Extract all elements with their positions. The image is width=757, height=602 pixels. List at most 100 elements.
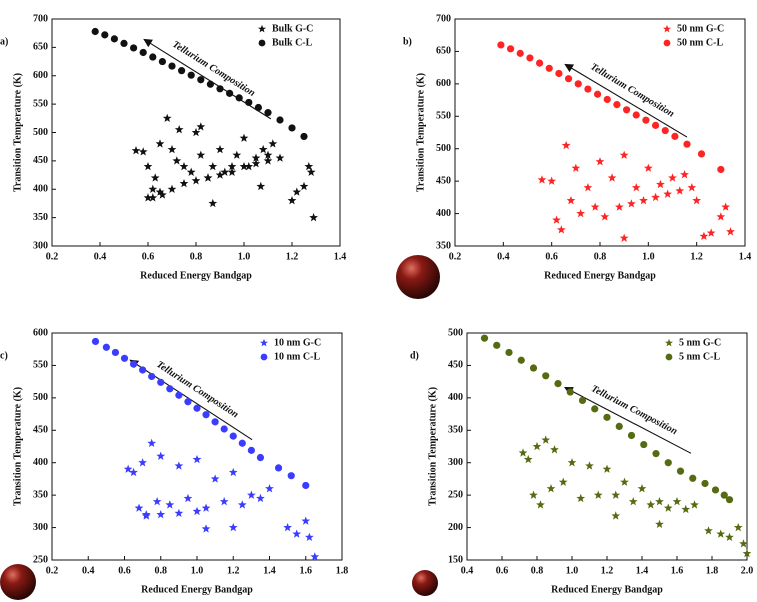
legend-symbol [665, 353, 673, 361]
legend-label: 10 nm C-L [274, 351, 320, 362]
star-point [167, 144, 177, 154]
circle-point [545, 64, 553, 72]
star-point [646, 500, 656, 509]
circle-point [676, 467, 685, 475]
circle-point [149, 53, 157, 61]
x-tick-label: 1.0 [642, 251, 655, 262]
star-point [725, 532, 734, 542]
y-tick-label: 450 [33, 425, 48, 436]
star-point [123, 464, 133, 473]
star-point [174, 508, 184, 518]
star-point [620, 477, 629, 486]
annotation: Tellurium Composition [588, 61, 676, 120]
circle-point [193, 404, 201, 412]
star-point [186, 167, 196, 176]
circle-point [226, 89, 234, 97]
circle-point [689, 474, 697, 482]
circle-point [211, 418, 219, 426]
x-axis-label: Reduced Energy Bandgap [141, 584, 253, 595]
y-axis-label: Transition Temperature (K) [12, 387, 23, 506]
star-point [537, 175, 547, 184]
x-tick-label: 1.6 [300, 565, 313, 576]
star-point [721, 202, 731, 211]
star-point [576, 208, 586, 218]
star-point [143, 161, 153, 171]
star-point [518, 448, 528, 457]
y-tick-label: 300 [33, 522, 48, 533]
star-point [690, 500, 699, 509]
y-tick-label: 550 [436, 111, 451, 122]
circle-point [529, 364, 538, 372]
star-point [228, 522, 238, 532]
circle-point [184, 398, 192, 406]
legend-label: 50 nm C-L [677, 37, 723, 48]
star-point [310, 552, 320, 561]
circle-point [683, 140, 691, 148]
star-point [196, 150, 206, 159]
plot-frame [454, 18, 746, 247]
legend-symbol [258, 39, 266, 47]
y-tick-label: 650 [436, 46, 451, 57]
x-tick-label: 0.4 [461, 565, 474, 576]
annotation-arrow [564, 63, 688, 138]
star-point [552, 215, 561, 224]
star-point [675, 186, 685, 195]
star-point [138, 458, 147, 467]
star-point [546, 484, 556, 493]
panel-label: a) [0, 36, 8, 47]
circle-point [91, 337, 100, 346]
circle-point [642, 116, 650, 124]
star-point [292, 187, 302, 196]
star-point [602, 464, 612, 473]
legend-symbol [260, 338, 268, 347]
y-tick-label: 450 [436, 175, 451, 186]
star-point [716, 212, 726, 221]
annotation-arrow [129, 359, 253, 441]
x-tick-label: 1.8 [336, 565, 349, 576]
star-point [583, 183, 593, 192]
legend-label: 50 nm G-C [677, 23, 724, 34]
star-point [742, 548, 752, 558]
star-point [147, 438, 157, 447]
star-point [566, 196, 576, 205]
circle-point [235, 94, 243, 102]
plot-frame [51, 332, 343, 561]
panel-label: b) [403, 36, 412, 47]
circle-point [697, 150, 706, 158]
star-point [733, 522, 743, 532]
star-point [699, 231, 709, 240]
star-point [155, 139, 165, 148]
star-point [156, 510, 166, 519]
circle-point [564, 75, 573, 83]
x-tick-label: 0.4 [497, 251, 510, 262]
circle-point [247, 446, 255, 454]
star-point [251, 159, 261, 168]
x-tick-label: 1.4 [334, 251, 347, 262]
circle-point [603, 413, 611, 421]
star-point [210, 474, 220, 483]
star-point [672, 497, 682, 506]
circle-point [197, 76, 205, 84]
circle-point [175, 391, 183, 399]
x-tick-label: 1.2 [690, 251, 703, 262]
nanoparticle-icon [396, 255, 440, 299]
x-tick-label: 0.8 [531, 565, 544, 576]
x-tick-label: 0.2 [449, 251, 462, 262]
x-tick-label: 0.6 [545, 251, 558, 262]
star-point [251, 153, 261, 162]
circle-point [120, 354, 129, 362]
circle-point [130, 44, 138, 52]
circle-point [256, 453, 265, 462]
x-axis-label: Reduced Energy Bandgap [544, 270, 656, 281]
star-point [628, 497, 638, 506]
x-axis-label: Reduced Energy Bandgap [140, 270, 252, 281]
circle-point [229, 432, 237, 440]
x-tick-label: 1.0 [191, 565, 204, 576]
star-point [174, 461, 184, 470]
x-tick-label: 0.8 [190, 251, 203, 262]
star-point [239, 161, 249, 171]
star-point [247, 490, 256, 499]
star-point [567, 458, 577, 467]
star-point [532, 441, 542, 451]
x-tick-label: 2.0 [741, 565, 754, 576]
